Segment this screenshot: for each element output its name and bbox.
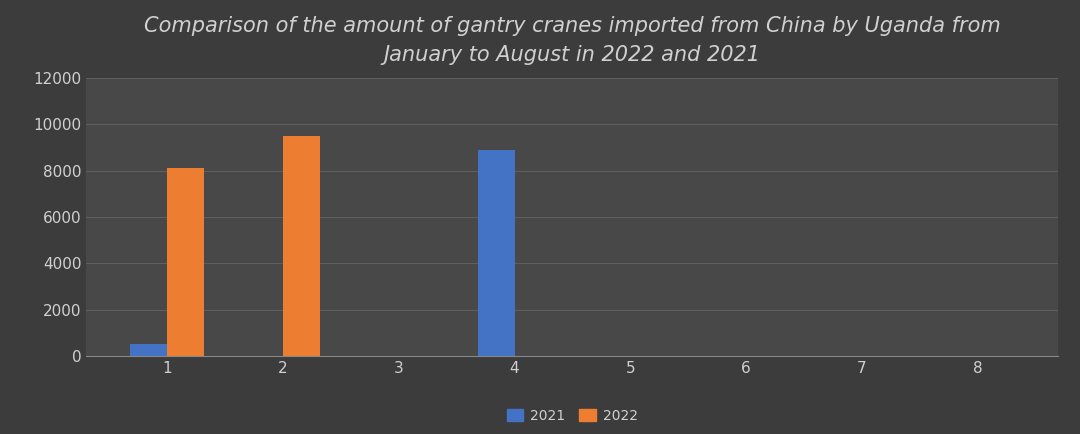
Legend: 2021, 2022: 2021, 2022 (502, 404, 643, 427)
Bar (477, 150, 514, 356)
Bar (283, 136, 320, 356)
Bar (167, 168, 204, 356)
Bar (131, 344, 167, 356)
Title: Comparison of the amount of gantry cranes imported from China by Uganda from
Jan: Comparison of the amount of gantry crane… (144, 16, 1001, 66)
